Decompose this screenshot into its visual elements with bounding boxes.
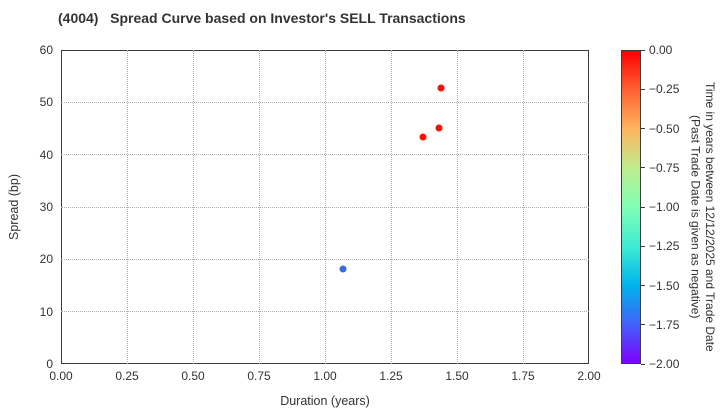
x-axis-tick-label: 2.00 [577,369,601,383]
colorbar-tick-label: −0.75 [649,160,680,175]
gridline-horizontal [61,154,589,156]
gridline-horizontal [61,311,589,313]
gridline-horizontal [61,206,589,208]
colorbar-tick-label: −1.75 [649,317,680,332]
colorbar-tick-label: −1.50 [649,278,680,293]
colorbar-gradient [621,50,641,364]
colorbar-tick-label: −2.00 [649,357,680,371]
colorbar-tick-label: −1.00 [649,200,680,214]
colorbar-tick-label: −0.50 [649,121,680,136]
x-axis-tick-label: 0.25 [115,369,139,383]
colorbar-tick-label: 0.00 [649,43,673,57]
colorbar-tick [641,88,645,90]
y-axis-tick-label: 0 [46,357,53,371]
x-axis-tick-label: 0.50 [181,369,205,383]
x-axis-tick-label: 1.50 [445,369,469,383]
chart-title: (4004) Spread Curve based on Investor's … [58,10,466,26]
colorbar-label: Time in years between 12/12/2025 and Tra… [687,40,718,394]
data-point [437,84,445,92]
x-axis-tick-label: 0.75 [247,369,271,383]
y-axis-tick-label: 20 [39,252,53,267]
colorbar-tick-label: −1.25 [649,239,680,254]
y-axis-tick-label: 50 [39,95,53,110]
x-axis-tick-label: 1.25 [379,369,403,383]
y-axis-tick-label: 40 [39,147,53,162]
colorbar-tick [641,49,645,51]
x-axis-tick-label: 1.75 [511,369,535,383]
colorbar-tick [641,167,645,169]
data-point [435,124,443,132]
colorbar-tick-label: −0.25 [649,82,680,97]
colorbar-label-line-2: (Past Trade Date is given as negative) [688,115,703,319]
colorbar-tick [641,324,645,326]
colorbar-tick [641,206,645,208]
x-axis-tick-label: 0.00 [49,369,73,383]
gridline-horizontal [61,101,589,103]
colorbar-tick [641,363,645,365]
x-axis-tick-label: 1.00 [313,369,337,383]
y-axis-tick-label: 60 [39,43,53,57]
y-axis-tick-label: 10 [39,304,53,319]
y-axis-tick-label: 30 [39,200,53,214]
colorbar-label-line-1: Time in years between 12/12/2025 and Tra… [703,82,717,352]
x-axis-label: Duration (years) [280,394,370,408]
colorbar-tick [641,285,645,286]
data-point [339,265,347,273]
colorbar-tick [641,128,645,129]
data-point [419,133,427,141]
gridline-horizontal [61,258,589,260]
colorbar-tick [641,245,645,247]
